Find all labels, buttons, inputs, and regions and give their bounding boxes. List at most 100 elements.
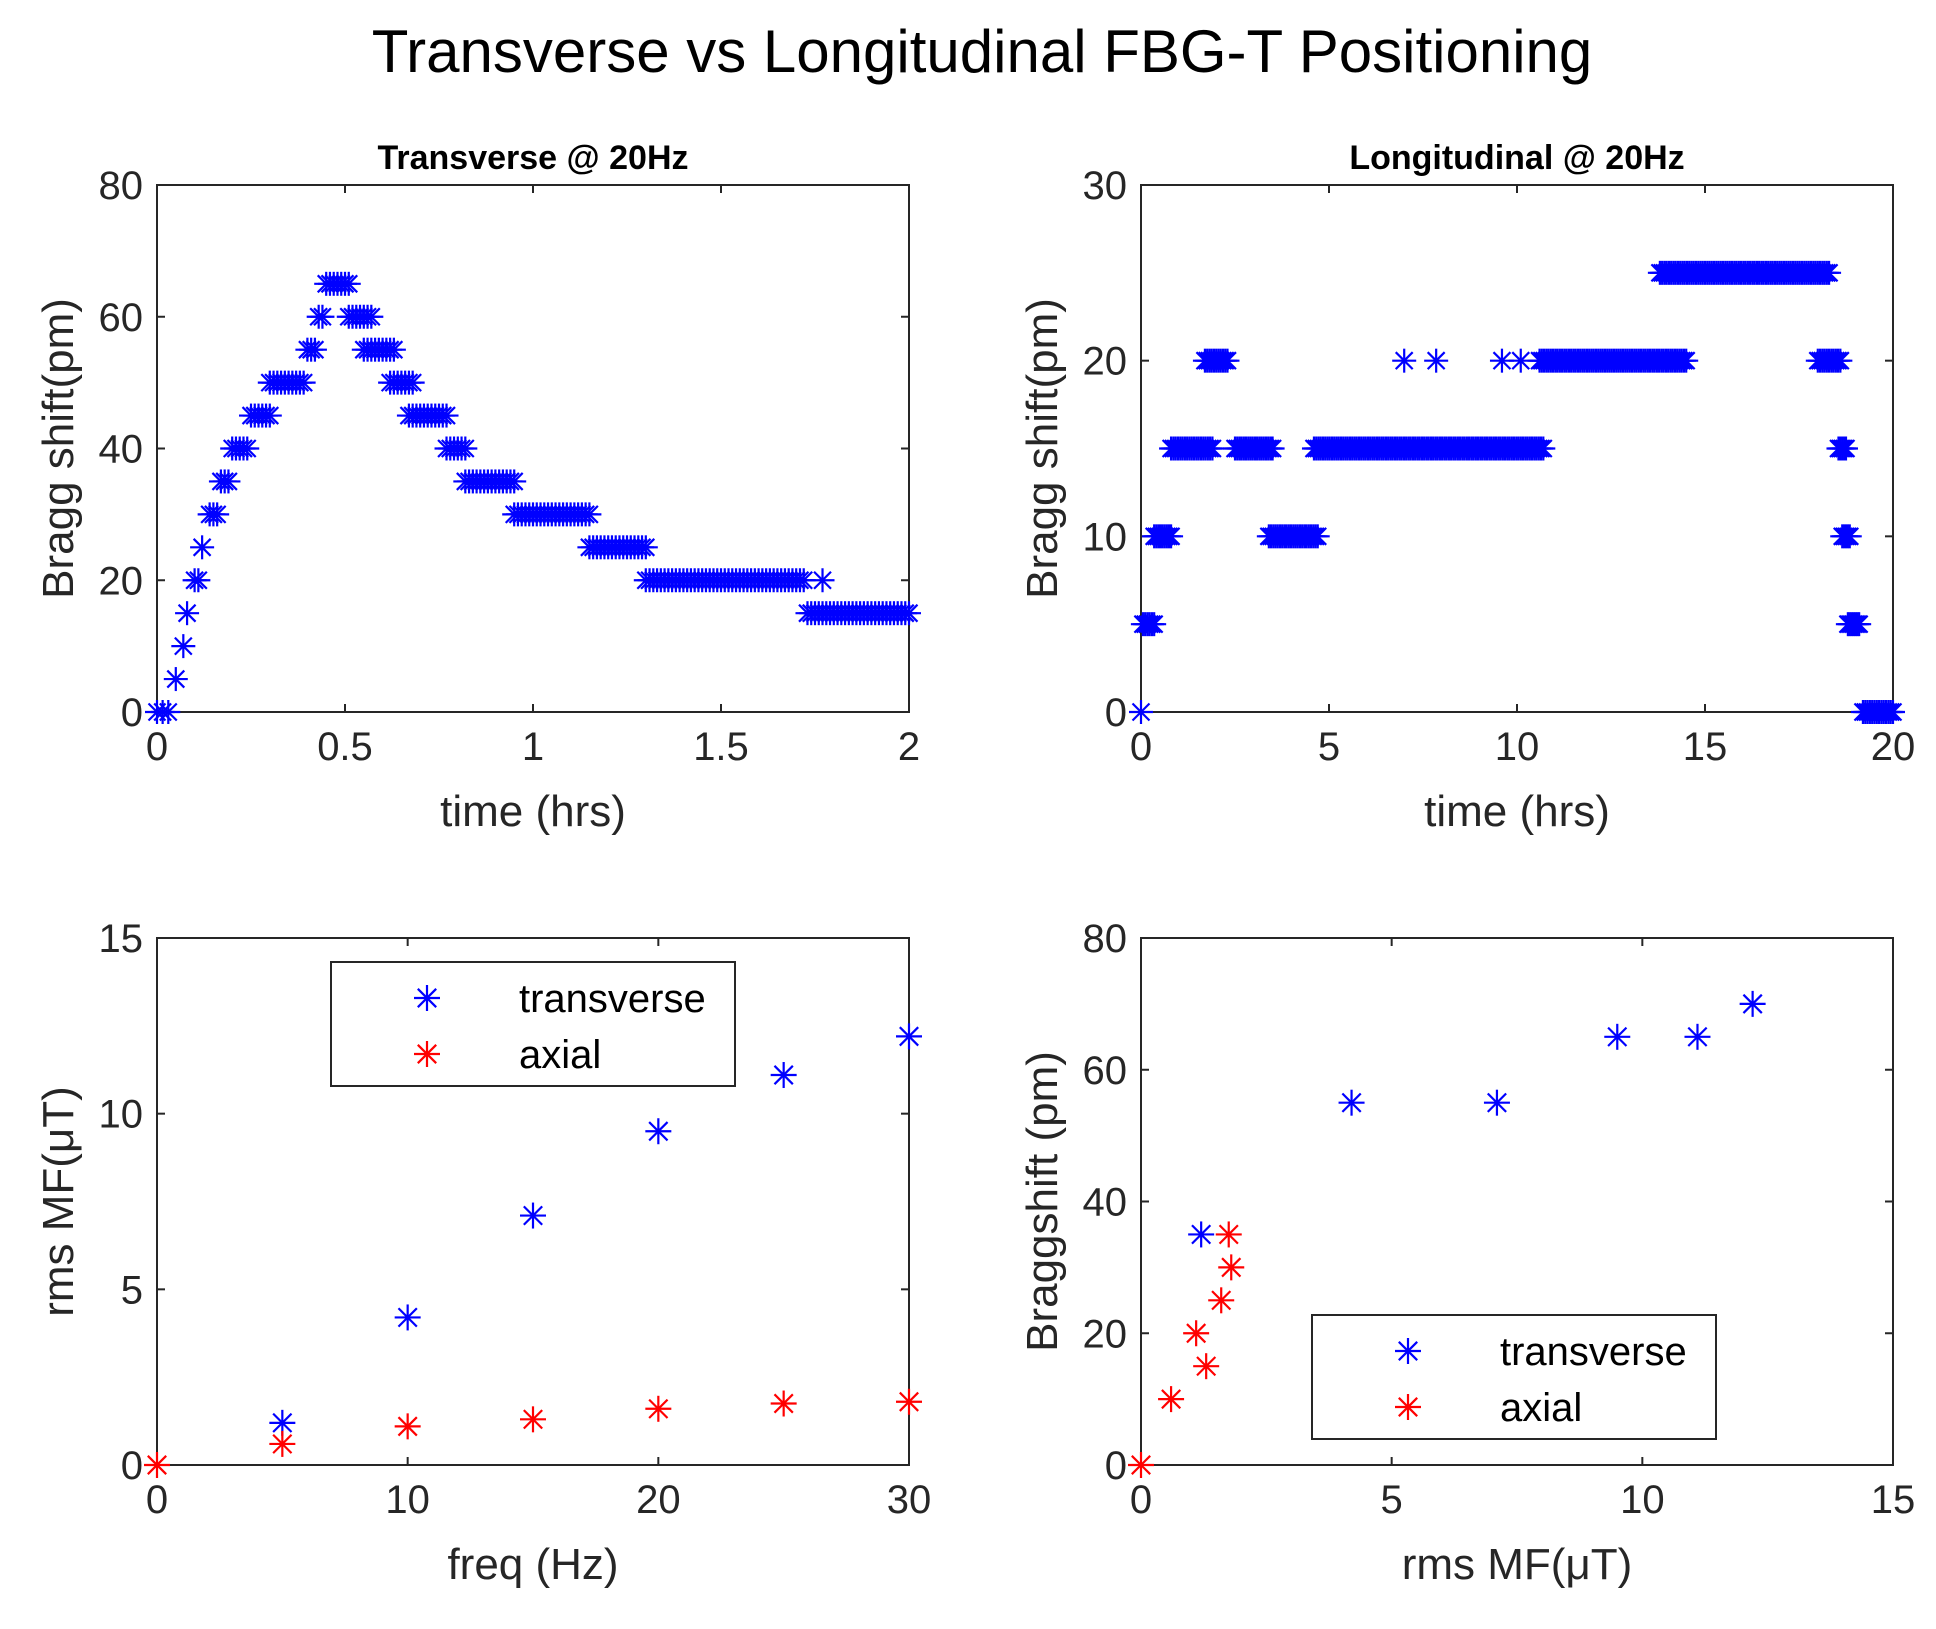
x-tick-label: 10 [1495,725,1540,769]
y-tick-label: 80 [1083,917,1128,961]
y-tick-label: 30 [1083,164,1128,208]
y-tick-label: 0 [121,1444,143,1488]
data-point [144,1452,170,1478]
panel-rms-vs-freq: 0 10 20 30 0 5 10 15 freq (Hz) rms MF(μT) transver… [34,917,931,1589]
data-point [1834,436,1858,461]
data-point [1183,1320,1210,1347]
data-point [269,1409,296,1436]
y-tick-label: 40 [99,428,144,472]
data-point [577,502,602,527]
data-point [1392,348,1417,373]
data-point [1188,1221,1215,1248]
data-point [175,601,200,626]
x-tick-label: 15 [1683,725,1728,769]
data-point [1128,1452,1154,1478]
y-axis-label: Braggshift (pm) [1018,1051,1067,1352]
data-point [645,1395,672,1422]
y-tick-label: 0 [1105,691,1127,735]
data-point [1828,348,1853,373]
data-point [269,1430,296,1457]
data-point [205,502,230,527]
panel-braggshift-vs-rms: 0 5 10 15 0 20 40 60 80 rms MF(μT) Braggshift (pm)… [1018,917,1915,1589]
panel-title: Longitudinal @ 20Hz [1349,139,1684,177]
legend-marker-axial [1395,1394,1421,1420]
x-tick-label: 0.5 [317,725,373,769]
series-transverse [1188,990,1766,1248]
legend-label-axial: axial [1500,1386,1582,1430]
data-point [520,1202,546,1229]
data-point [1483,1089,1510,1116]
legend-marker-axial [414,1041,440,1067]
data-point [1338,1089,1365,1116]
data-point [1218,1254,1245,1281]
panel-title: Transverse @ 20Hz [378,139,689,177]
panel-longitudinal-time: 0 5 10 15 20 0 10 20 30 Longitudinal @ 20Hz time (… [1018,139,1915,836]
x-tick-label: 30 [887,1478,932,1522]
data-point [359,304,384,329]
x-tick-label: 10 [1620,1478,1665,1522]
data-point [1837,524,1862,549]
legend-label-transverse: transverse [1500,1330,1687,1374]
data-point [1158,1386,1185,1413]
data-point [1881,700,1905,724]
data-point [810,568,835,593]
legend-label-axial: axial [519,1033,601,1077]
data-point [1531,436,1556,461]
data-point [1674,348,1699,373]
legend-marker-transverse [1395,1338,1421,1364]
x-tick-label: 0 [146,1478,168,1522]
data-point [291,370,316,395]
data-point [216,469,241,494]
data-point [645,1118,672,1145]
data-point [1739,990,1766,1017]
data-point [1129,700,1153,724]
y-tick-label: 5 [121,1268,143,1312]
data-point [1604,1023,1631,1050]
data-point [1159,524,1184,549]
data-point [163,667,188,692]
y-tick-label: 20 [1083,340,1128,384]
x-tick-label: 2 [898,725,920,769]
data-point [235,436,260,461]
y-tick-label: 0 [1105,1444,1127,1488]
x-axis-label: time (hrs) [1424,787,1610,836]
data-point [897,601,921,626]
x-tick-label: 20 [1871,725,1916,769]
x-axis-label: freq (Hz) [447,1540,618,1589]
y-tick-label: 60 [99,296,144,340]
data-point [1142,612,1167,637]
data-point [394,1413,421,1440]
y-tick-label: 10 [99,1093,144,1137]
legend: transverse axial [1311,1314,1717,1440]
data-point [1215,1221,1242,1248]
data-point [186,568,211,593]
legend-label-transverse: transverse [519,977,706,1021]
y-tick-label: 15 [99,917,144,961]
data-point [1305,524,1330,549]
series-transverse [1129,260,1905,724]
series-axial [144,1388,922,1478]
data-point [394,1304,421,1331]
data-point [1200,436,1225,461]
series-transverse [269,1023,922,1436]
x-axis-label: rms MF(μT) [1402,1540,1633,1589]
x-tick-label: 10 [385,1478,430,1522]
data-point [1508,348,1533,373]
data-point [1847,612,1872,637]
legend: transverse axial [330,961,736,1087]
y-tick-label: 10 [1083,515,1128,559]
data-point [400,370,425,395]
x-axis-label: time (hrs) [440,787,626,836]
y-axis-label: Bragg shift(pm) [34,298,83,599]
x-tick-label: 5 [1318,725,1340,769]
y-axis-label: Bragg shift(pm) [1018,298,1067,599]
y-axis-label: rms MF(μT) [34,1086,83,1317]
data-point [896,1023,922,1050]
data-point [770,1390,797,1417]
data-point [770,1062,797,1089]
series-axial [1128,1221,1245,1478]
x-tick-label: 0 [1130,1478,1152,1522]
data-point [190,535,215,560]
